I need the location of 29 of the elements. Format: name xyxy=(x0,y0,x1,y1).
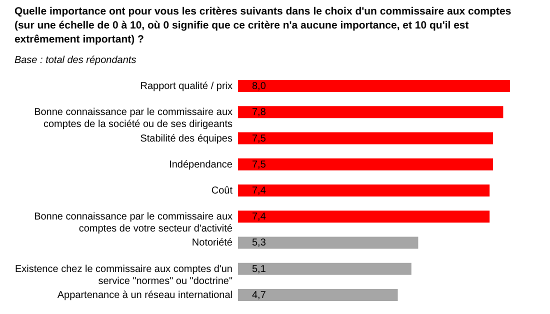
data-label: 5,3 xyxy=(252,238,266,249)
y-tick-label: Appartenance à un réseau international xyxy=(57,290,232,301)
bar xyxy=(238,288,398,301)
y-tick-label: Notoriété xyxy=(192,238,233,249)
data-label: 8,0 xyxy=(252,81,266,92)
y-tick-label: Indépendance xyxy=(169,159,233,170)
bar xyxy=(238,158,493,170)
chart-title: Quelle importance ont pour vous les critères suivants dans le choix d'un commissaire aux comptes (sur une échelle de 0 à 10, où 0 signifie que ce critère n'a aucune importance, et 10 qu'il est extrêmement important) ? xyxy=(14,6,512,46)
bar xyxy=(238,132,493,144)
y-tick-label: Bonne connaissance par le commissaire aux comptes de la société ou de ses dirigeants xyxy=(34,107,232,130)
y-tick-label: Existence chez le commissaire aux comptes d'un service "normes" ou "doctrine" xyxy=(14,264,233,287)
data-label: 7,5 xyxy=(252,133,266,144)
y-tick-label: Rapport qualité / prix xyxy=(140,81,232,92)
data-label: 7,4 xyxy=(252,186,266,196)
data-label: 7,4 xyxy=(252,212,266,223)
data-label: 4,7 xyxy=(252,290,266,301)
data-label: 5,1 xyxy=(252,264,266,275)
bar xyxy=(238,80,510,92)
bar xyxy=(238,106,504,118)
bar xyxy=(238,210,490,223)
data-label: 7,5 xyxy=(252,159,266,170)
bar xyxy=(238,184,490,196)
y-tick-label: Stabilité des équipes xyxy=(140,133,232,144)
bar xyxy=(238,262,412,275)
y-tick-label: Bonne connaissance par le commissaire aux comptes de votre secteur d'activité xyxy=(34,212,233,235)
data-label: 7,8 xyxy=(252,107,266,118)
bar xyxy=(238,236,418,249)
y-tick-label: Coût xyxy=(211,186,233,196)
text: Base : total des répondants xyxy=(14,55,136,66)
